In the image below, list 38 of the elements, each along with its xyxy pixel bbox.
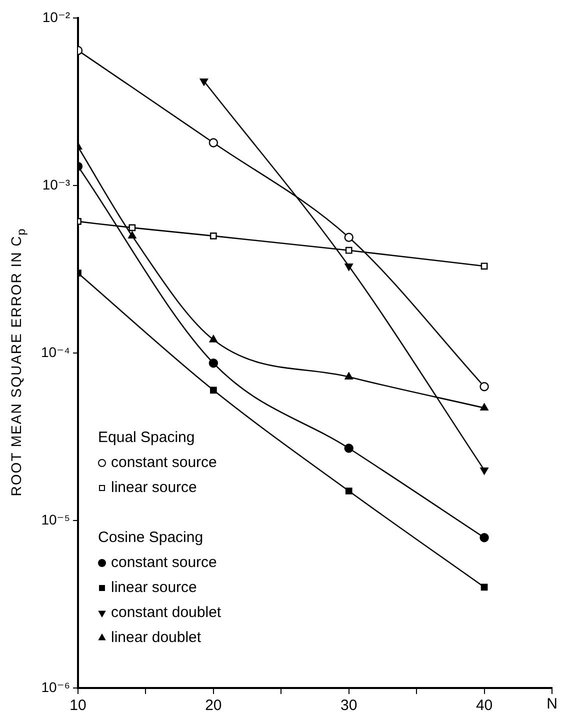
point bbox=[480, 262, 488, 270]
legend-label: constant source bbox=[111, 454, 217, 472]
point bbox=[344, 264, 353, 271]
legend-label: constant doublet bbox=[111, 604, 222, 622]
point bbox=[128, 231, 136, 239]
x-tick-label: 20 bbox=[205, 697, 222, 714]
legend-label: linear doublet bbox=[111, 629, 202, 646]
point bbox=[480, 382, 489, 392]
point bbox=[200, 78, 208, 86]
point bbox=[480, 584, 488, 591]
y-tick-label: 10⁻² bbox=[42, 8, 70, 25]
legend-label: linear source bbox=[111, 479, 197, 496]
y-tick-label: 10⁻⁶ bbox=[41, 678, 70, 695]
point bbox=[480, 467, 488, 475]
point bbox=[480, 533, 489, 542]
annotation: Equal Spacing bbox=[98, 429, 195, 446]
point bbox=[480, 403, 488, 411]
x-axis-title: N bbox=[546, 696, 558, 713]
legend-label: constant source bbox=[111, 554, 217, 572]
point bbox=[128, 224, 136, 232]
point bbox=[208, 358, 218, 368]
point bbox=[344, 372, 353, 380]
x-tick-label: 30 bbox=[340, 697, 358, 714]
point bbox=[344, 232, 354, 242]
legend-label: linear source bbox=[111, 579, 197, 596]
point bbox=[210, 232, 217, 240]
annotation: Cosine Spacing bbox=[98, 529, 204, 546]
point bbox=[209, 335, 218, 342]
point bbox=[210, 386, 217, 394]
point bbox=[345, 488, 352, 494]
point bbox=[208, 138, 218, 148]
y-tick-label: 10⁻⁵ bbox=[41, 511, 70, 528]
point bbox=[344, 444, 354, 453]
y-tick-label: 10⁻⁴ bbox=[41, 344, 70, 360]
x-tick-label: 10 bbox=[70, 697, 86, 714]
point bbox=[345, 246, 352, 254]
y-tick-label: 10⁻³ bbox=[42, 176, 70, 192]
x-tick-label: 40 bbox=[476, 697, 493, 714]
